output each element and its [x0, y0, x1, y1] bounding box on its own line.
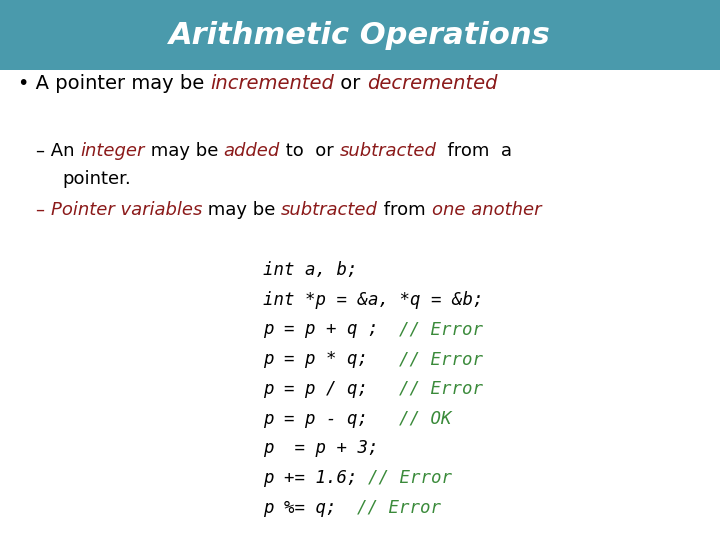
Text: • A pointer may be: • A pointer may be	[18, 74, 210, 93]
Text: // Error: // Error	[368, 469, 452, 487]
Text: // Error: // Error	[400, 350, 483, 368]
Text: may be: may be	[145, 142, 224, 160]
Text: incremented: incremented	[210, 74, 334, 93]
Text: – An: – An	[36, 142, 80, 160]
Text: –: –	[36, 200, 50, 219]
Text: from  a: from a	[436, 142, 513, 160]
Text: int *p = &a, *q = &b;: int *p = &a, *q = &b;	[263, 291, 483, 309]
Text: subtracted: subtracted	[282, 200, 378, 219]
Text: // Error: // Error	[400, 380, 483, 398]
Text: from: from	[378, 200, 431, 219]
Text: one another: one another	[431, 200, 541, 219]
Text: // Error: // Error	[357, 498, 441, 517]
Text: p += 1.6;: p += 1.6;	[263, 469, 368, 487]
Text: to  or: to or	[280, 142, 340, 160]
Text: p = p + q ;: p = p + q ;	[263, 320, 400, 339]
Text: p  = p + 3;: p = p + 3;	[263, 439, 378, 457]
Text: Pointer variables: Pointer variables	[50, 200, 202, 219]
Text: // Error: // Error	[400, 320, 483, 339]
FancyBboxPatch shape	[0, 0, 720, 70]
Text: subtracted: subtracted	[340, 142, 436, 160]
Text: decremented: decremented	[367, 74, 498, 93]
Text: p = p * q;: p = p * q;	[263, 350, 400, 368]
Text: pointer.: pointer.	[63, 170, 131, 188]
Text: // OK: // OK	[400, 409, 452, 428]
Text: may be: may be	[202, 200, 282, 219]
Text: added: added	[224, 142, 280, 160]
Text: or: or	[334, 74, 367, 93]
Text: int a, b;: int a, b;	[263, 261, 357, 279]
Text: p = p - q;: p = p - q;	[263, 409, 400, 428]
Text: p = p / q;: p = p / q;	[263, 380, 400, 398]
Text: Arithmetic Operations: Arithmetic Operations	[169, 21, 551, 50]
Text: integer: integer	[80, 142, 145, 160]
Text: p %= q;: p %= q;	[263, 498, 357, 517]
